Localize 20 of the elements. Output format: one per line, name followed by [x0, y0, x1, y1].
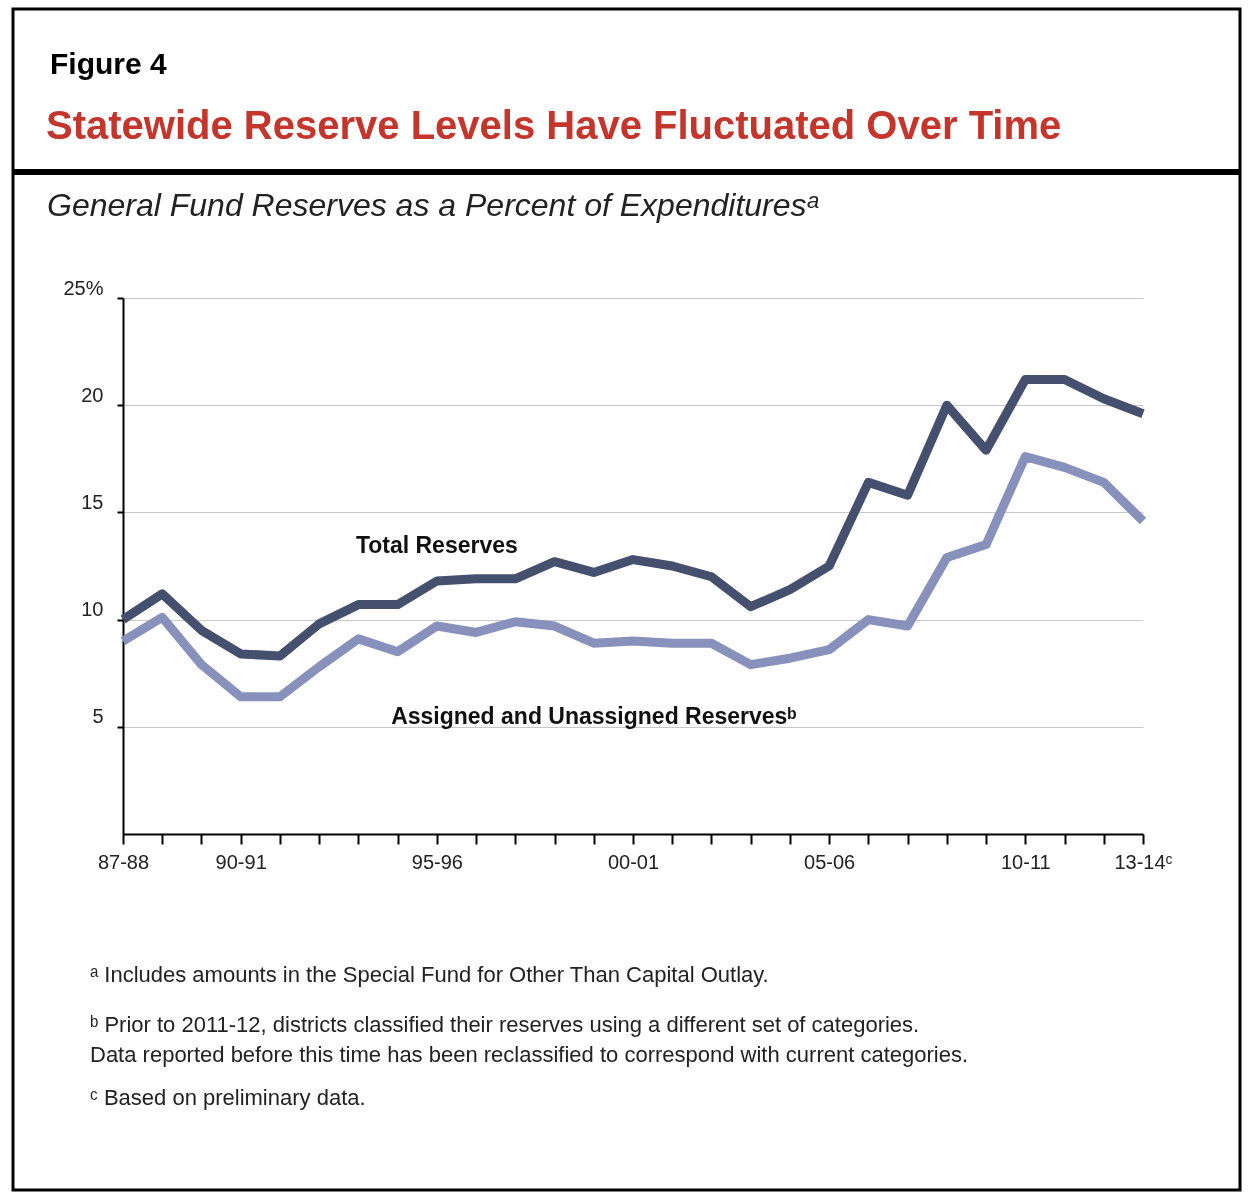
x-tick-label: 90-91 — [215, 850, 267, 873]
x-tick-label: 00-01 — [607, 850, 660, 873]
text: ᶜ Based on preliminary data. — [90, 1085, 366, 1110]
y-tick-label: 10 — [81, 598, 104, 621]
x-tick-label: 10-11 — [1000, 850, 1051, 873]
series-label: Total Reserves — [355, 532, 518, 559]
chart-title: Statewide Reserve Levels Have Fluctuated Over Time — [46, 103, 1062, 147]
y-tick-label: 25% — [63, 276, 104, 299]
x-tick-label: 13-14ᶜ — [1114, 850, 1173, 873]
text: ᵇ Prior to 2011-12, districts classified their reserves using a different set of categories. Data reported before this time has been reclassified to correspond with current categories. — [90, 1012, 969, 1067]
caption: Figure 4 — [50, 47, 167, 80]
chart-subtitle: General Fund Reserves as a Percent of Expendituresᵃ — [47, 187, 820, 223]
text: ᵃ Includes amounts in the Special Fund for Other Than Capital Outlay. — [90, 962, 769, 987]
y-tick-label: 20 — [81, 383, 104, 406]
x-tick-label: 05-06 — [804, 850, 856, 873]
x-tick-label: 95-96 — [411, 850, 463, 873]
series-label: Assigned and Unassigned Reservesᵇ — [391, 703, 797, 730]
y-tick-label: 5 — [92, 705, 104, 728]
y-tick-label: 15 — [81, 490, 104, 513]
x-tick-label: 87-88 — [97, 850, 150, 873]
